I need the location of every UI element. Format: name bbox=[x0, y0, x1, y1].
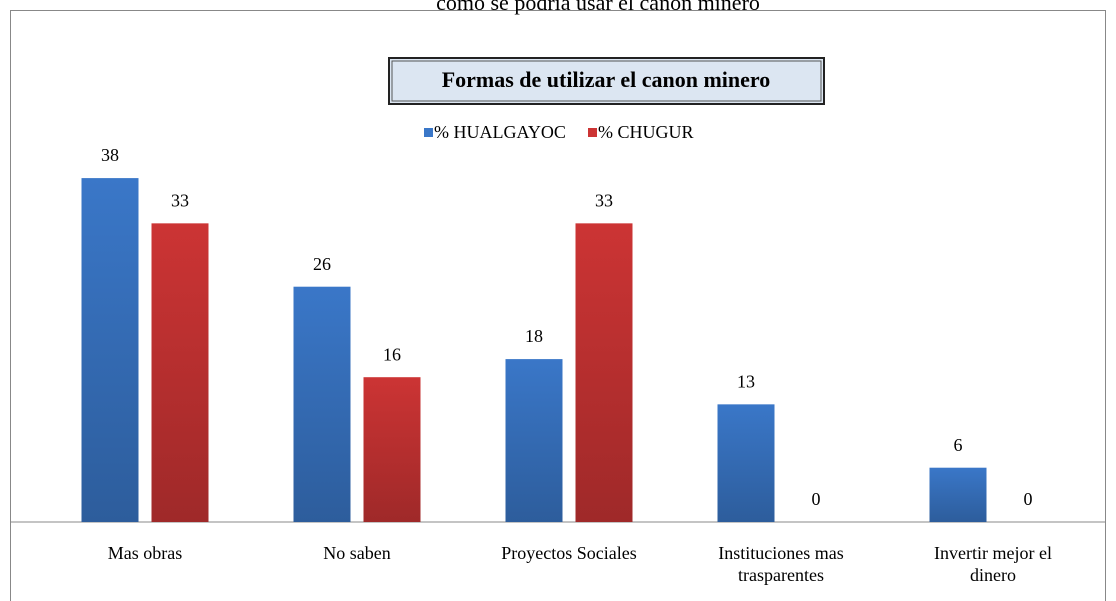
data-label: 6 bbox=[954, 435, 963, 455]
x-tick-label: Invertir mejor el dinero bbox=[934, 543, 1052, 585]
x-tick-label: Mas obras bbox=[108, 543, 183, 563]
data-label: 13 bbox=[737, 371, 755, 391]
bar bbox=[717, 404, 775, 522]
legend-label: % CHUGUR bbox=[598, 122, 694, 142]
data-label: 0 bbox=[1024, 489, 1033, 509]
legend-swatch bbox=[424, 128, 433, 137]
legend-swatch bbox=[588, 128, 597, 137]
x-tick-label: No saben bbox=[323, 543, 390, 563]
bar bbox=[293, 286, 351, 522]
bar bbox=[575, 223, 633, 522]
data-label: 33 bbox=[595, 190, 613, 210]
legend-label: % HUALGAYOC bbox=[434, 122, 566, 142]
data-label: 0 bbox=[812, 489, 821, 509]
x-tick-label: Instituciones mas trasparentes bbox=[718, 543, 843, 585]
bar bbox=[151, 223, 209, 522]
data-label: 16 bbox=[383, 344, 401, 364]
data-label: 26 bbox=[313, 254, 331, 274]
title-box-inner bbox=[391, 60, 822, 102]
caption: como se podría usar el canon minero bbox=[436, 0, 760, 15]
bar bbox=[505, 359, 563, 522]
chart-title: Formas de utilizar el canon minero bbox=[442, 67, 771, 92]
data-label: 33 bbox=[171, 190, 189, 210]
data-label: 18 bbox=[525, 326, 543, 346]
x-tick-label: Proyectos Sociales bbox=[501, 543, 636, 563]
bar bbox=[363, 377, 421, 522]
bar bbox=[929, 467, 987, 522]
data-label: 38 bbox=[101, 145, 119, 165]
title-box bbox=[388, 57, 825, 105]
bar bbox=[81, 178, 139, 522]
